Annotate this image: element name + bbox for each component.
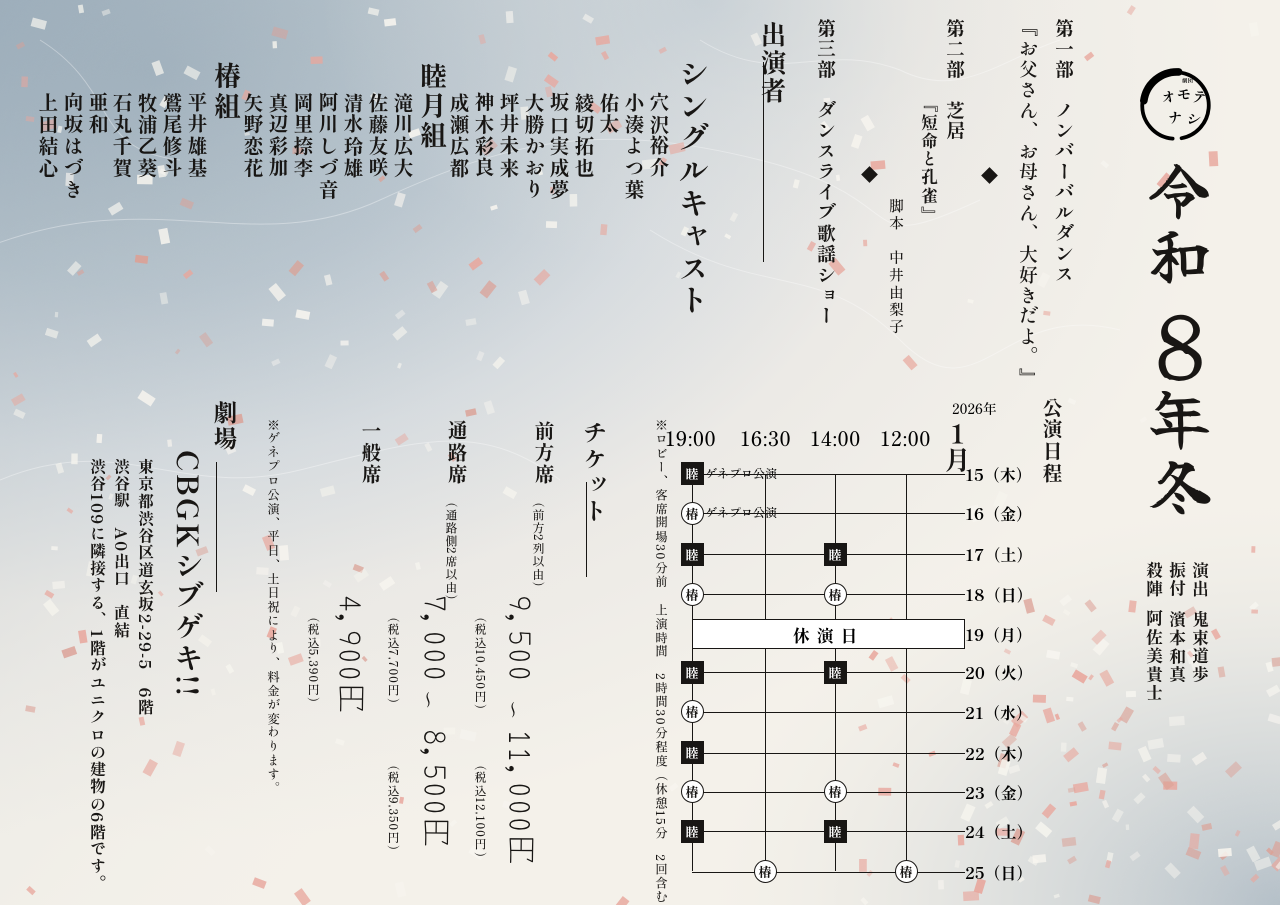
- svg-text:テ: テ: [1191, 85, 1208, 108]
- svg-text:オ: オ: [1160, 86, 1177, 108]
- svg-text:ナ: ナ: [1167, 106, 1183, 128]
- svg-text:モ: モ: [1177, 84, 1192, 105]
